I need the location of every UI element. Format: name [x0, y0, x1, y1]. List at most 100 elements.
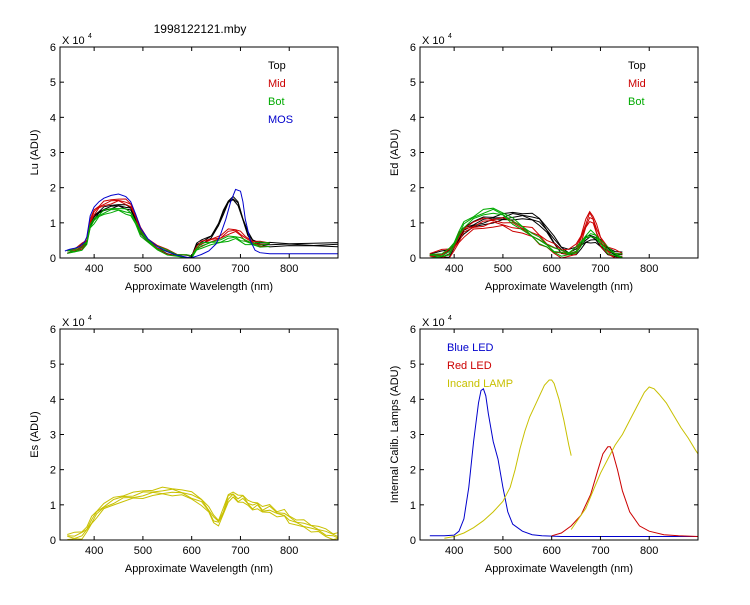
series-line-es-0-1 — [67, 491, 339, 540]
exponent-label: X 10 — [62, 317, 85, 329]
figure-title: 1998122121.mby — [153, 22, 247, 36]
exponent-power: 4 — [448, 315, 452, 322]
chart-lu: 0 1 2 3 4 5 6 400 500 600 700 800 Approximate Wavele… — [29, 33, 339, 293]
ytick-label: 0 — [50, 253, 56, 265]
series-line-ed-0-1 — [429, 215, 623, 259]
ytick-label: 4 — [410, 112, 416, 124]
y-axis-label: Ed (ADU) — [389, 129, 401, 176]
ytick-label: 0 — [410, 253, 416, 265]
series-line-calib-0-0 — [429, 388, 698, 537]
ytick-label: 3 — [50, 148, 56, 160]
xtick-label: 600 — [183, 263, 201, 275]
xtick-label: 800 — [280, 263, 298, 275]
y-axis-label: Lu (ADU) — [29, 130, 41, 176]
chart-calib: 0 1 2 3 4 5 6 400 500 600 700 800 Approximate Wavele… — [389, 315, 699, 575]
ytick-label: 2 — [50, 183, 56, 195]
xtick-label: 400 — [85, 263, 103, 275]
series-line-lu-1-2 — [67, 198, 270, 257]
series-line-es-0-0 — [67, 493, 339, 541]
ytick-label: 4 — [50, 394, 56, 406]
xtick-label: 600 — [183, 545, 201, 557]
xtick-label: 400 — [445, 545, 463, 557]
series-line-lu-3-0 — [64, 188, 338, 259]
series-line-ed-2-2 — [429, 207, 623, 255]
legend-item-2: Bot — [268, 96, 285, 108]
chart-es: 0 1 2 3 4 5 6 400 500 600 700 800 Approximate Wavele… — [29, 315, 339, 575]
ytick-label: 2 — [410, 183, 416, 195]
legend-item-1: Red LED — [447, 360, 492, 372]
xtick-label: 700 — [591, 263, 609, 275]
y-axis-label: Internal Calib. Lamps (ADU) — [389, 366, 401, 504]
ytick-label: 5 — [410, 359, 416, 371]
xtick-label: 800 — [280, 545, 298, 557]
ytick-label: 5 — [50, 77, 56, 89]
legend-item-1: Mid — [268, 78, 286, 90]
exponent-label: X 10 — [62, 35, 85, 47]
legend-item-1: Mid — [628, 78, 646, 90]
legend-item-2: Incand LAMP — [447, 378, 513, 390]
x-axis-label: Approximate Wavelength (nm) — [485, 281, 633, 293]
xtick-label: 600 — [543, 545, 561, 557]
xtick-label: 400 — [85, 545, 103, 557]
ytick-label: 0 — [50, 535, 56, 547]
series-line-ed-2-1 — [429, 208, 623, 258]
y-axis-label: Es (ADU) — [29, 411, 41, 457]
legend-item-0: Top — [268, 60, 286, 72]
exponent-label: X 10 — [422, 35, 445, 47]
ytick-label: 4 — [50, 112, 56, 124]
ytick-label: 6 — [410, 42, 416, 54]
exponent-power: 4 — [88, 33, 92, 40]
xtick-label: 700 — [231, 545, 249, 557]
series-line-es-0-2 — [67, 488, 339, 538]
ytick-label: 5 — [50, 359, 56, 371]
xtick-label: 800 — [640, 263, 658, 275]
ytick-label: 2 — [50, 465, 56, 477]
ytick-label: 1 — [50, 500, 56, 512]
legend-item-0: Top — [628, 60, 646, 72]
axes-frame-lu — [59, 46, 339, 259]
xtick-label: 700 — [231, 263, 249, 275]
x-axis-label: Approximate Wavelength (nm) — [125, 563, 273, 575]
x-axis-label: Approximate Wavelength (nm) — [125, 281, 273, 293]
series-line-lu-0-0 — [67, 199, 339, 259]
series-line-lu-2-2 — [67, 208, 270, 257]
xtick-label: 400 — [445, 263, 463, 275]
xtick-label: 500 — [494, 263, 512, 275]
ytick-label: 0 — [410, 535, 416, 547]
xtick-label: 500 — [134, 263, 152, 275]
xtick-label: 600 — [543, 263, 561, 275]
ytick-label: 6 — [50, 42, 56, 54]
series-line-calib-3-0 — [570, 386, 699, 530]
ytick-label: 6 — [50, 324, 56, 336]
ytick-label: 4 — [410, 394, 416, 406]
ytick-label: 6 — [410, 324, 416, 336]
series-line-es-0-3 — [67, 486, 339, 535]
exponent-power: 4 — [88, 315, 92, 322]
legend-item-3: MOS — [268, 114, 293, 126]
xtick-label: 500 — [494, 545, 512, 557]
x-axis-label: Approximate Wavelength (nm) — [485, 563, 633, 575]
ytick-label: 1 — [50, 218, 56, 230]
ytick-label: 3 — [410, 148, 416, 160]
xtick-label: 700 — [591, 545, 609, 557]
legend-item-0: Blue LED — [447, 342, 494, 354]
chart-ed: 0 1 2 3 4 5 6 400 500 600 700 800 Approximate Wavele… — [389, 33, 699, 293]
series-line-calib-1-0 — [551, 446, 699, 537]
xtick-label: 800 — [640, 545, 658, 557]
ytick-label: 5 — [410, 77, 416, 89]
ytick-label: 3 — [410, 430, 416, 442]
series-line-lu-0-1 — [67, 198, 339, 259]
series-line-lu-2-0 — [67, 209, 270, 259]
ytick-label: 1 — [410, 500, 416, 512]
ytick-label: 2 — [410, 465, 416, 477]
exponent-label: X 10 — [422, 317, 445, 329]
legend-item-2: Bot — [628, 96, 645, 108]
series-line-lu-0-2 — [67, 195, 339, 257]
series-line-ed-1-2 — [429, 211, 623, 256]
xtick-label: 500 — [134, 545, 152, 557]
ytick-label: 1 — [410, 218, 416, 230]
series-line-ed-2-0 — [429, 212, 623, 259]
exponent-power: 4 — [448, 33, 452, 40]
